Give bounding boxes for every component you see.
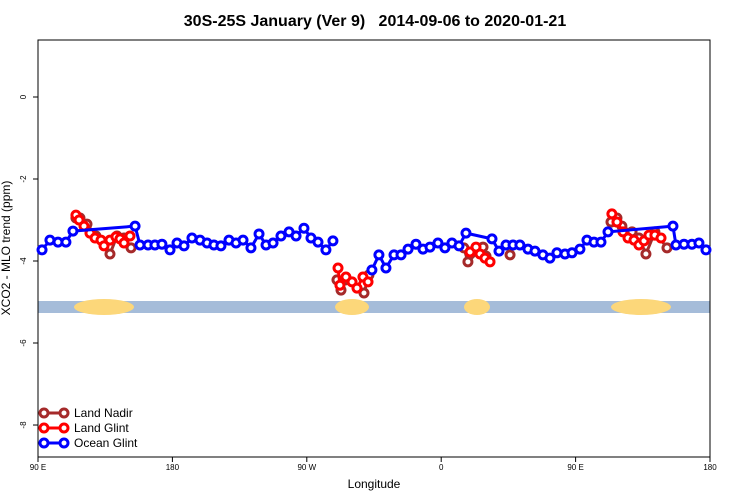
x-tick-label: 180 [703, 463, 717, 472]
y-tick-label: 0 [19, 94, 28, 99]
data-point [655, 232, 667, 244]
chart-title: 30S-25S January (Ver 9) 2014-09-06 to 20… [184, 13, 567, 30]
data-point [36, 244, 48, 256]
surface-band [38, 299, 710, 315]
x-tick-label: 180 [166, 463, 180, 472]
legend-marker [58, 437, 70, 449]
data-point [395, 249, 407, 261]
land-band [74, 299, 134, 315]
data-point [380, 262, 392, 274]
data-point [245, 242, 257, 254]
legend-marker [58, 422, 70, 434]
data-point [574, 243, 586, 255]
data-point [453, 240, 465, 252]
x-tick-label: 90 W [297, 463, 316, 472]
data-point [493, 245, 505, 257]
data-point [611, 216, 623, 228]
data-point [125, 242, 137, 254]
data-point [484, 256, 496, 268]
data-point [693, 237, 705, 249]
land-band [464, 299, 490, 315]
x-tick-label: 90 E [30, 463, 46, 472]
ocean-band [38, 301, 710, 313]
legend-label: Land Nadir [74, 406, 133, 420]
data-point [156, 238, 168, 250]
data-point [253, 228, 265, 240]
data-point [327, 235, 339, 247]
data-point [439, 242, 451, 254]
legend-marker [38, 407, 50, 419]
y-tick-label: -6 [19, 339, 28, 347]
data-point [373, 249, 385, 261]
data-point [410, 238, 422, 250]
data-point [320, 244, 332, 256]
x-tick-label: 90 E [567, 463, 583, 472]
data-point [362, 276, 374, 288]
data-point [661, 242, 673, 254]
data-point [164, 244, 176, 256]
data-point [215, 240, 227, 252]
data-point [358, 287, 370, 299]
series [36, 220, 712, 276]
y-tick-label: -2 [19, 175, 28, 183]
data-point [606, 208, 618, 220]
data-point [667, 220, 679, 232]
data-point [334, 279, 346, 291]
data-point [462, 256, 474, 268]
data-point [118, 237, 130, 249]
y-tick-label: -4 [19, 257, 28, 265]
data-point [700, 244, 712, 256]
data-point [332, 262, 344, 274]
land-band [335, 299, 369, 315]
legend-label: Ocean Glint [74, 436, 138, 450]
data-point [312, 236, 324, 248]
data-point [402, 243, 414, 255]
data-point [290, 230, 302, 242]
data-point [460, 227, 472, 239]
legend-marker [58, 407, 70, 419]
data-point [275, 230, 287, 242]
data-point [267, 237, 279, 249]
data-point [432, 237, 444, 249]
data-point [104, 248, 116, 260]
data-point [602, 226, 614, 238]
legend-marker [38, 437, 50, 449]
data-point [124, 230, 136, 242]
data-point [298, 222, 310, 234]
data-point [237, 234, 249, 246]
legend-marker [38, 422, 50, 434]
x-axis-label: Longitude [348, 477, 401, 491]
series [70, 208, 667, 294]
data-point [595, 236, 607, 248]
data-point [60, 236, 72, 248]
data-point [640, 248, 652, 260]
x-tick-label: 0 [439, 463, 444, 472]
legend-label: Land Glint [74, 421, 129, 435]
data-point [129, 220, 141, 232]
data-point [178, 240, 190, 252]
y-axis-label: XCO2 - MLO trend (ppm) [0, 181, 13, 316]
data-point [514, 239, 526, 251]
data-point [544, 252, 556, 264]
y-tick-label: -8 [19, 421, 28, 429]
data-point [486, 233, 498, 245]
data-point [67, 225, 79, 237]
data-point [351, 282, 363, 294]
data-point [366, 264, 378, 276]
data-point [504, 249, 516, 261]
land-band [611, 299, 671, 315]
data-point [424, 241, 436, 253]
